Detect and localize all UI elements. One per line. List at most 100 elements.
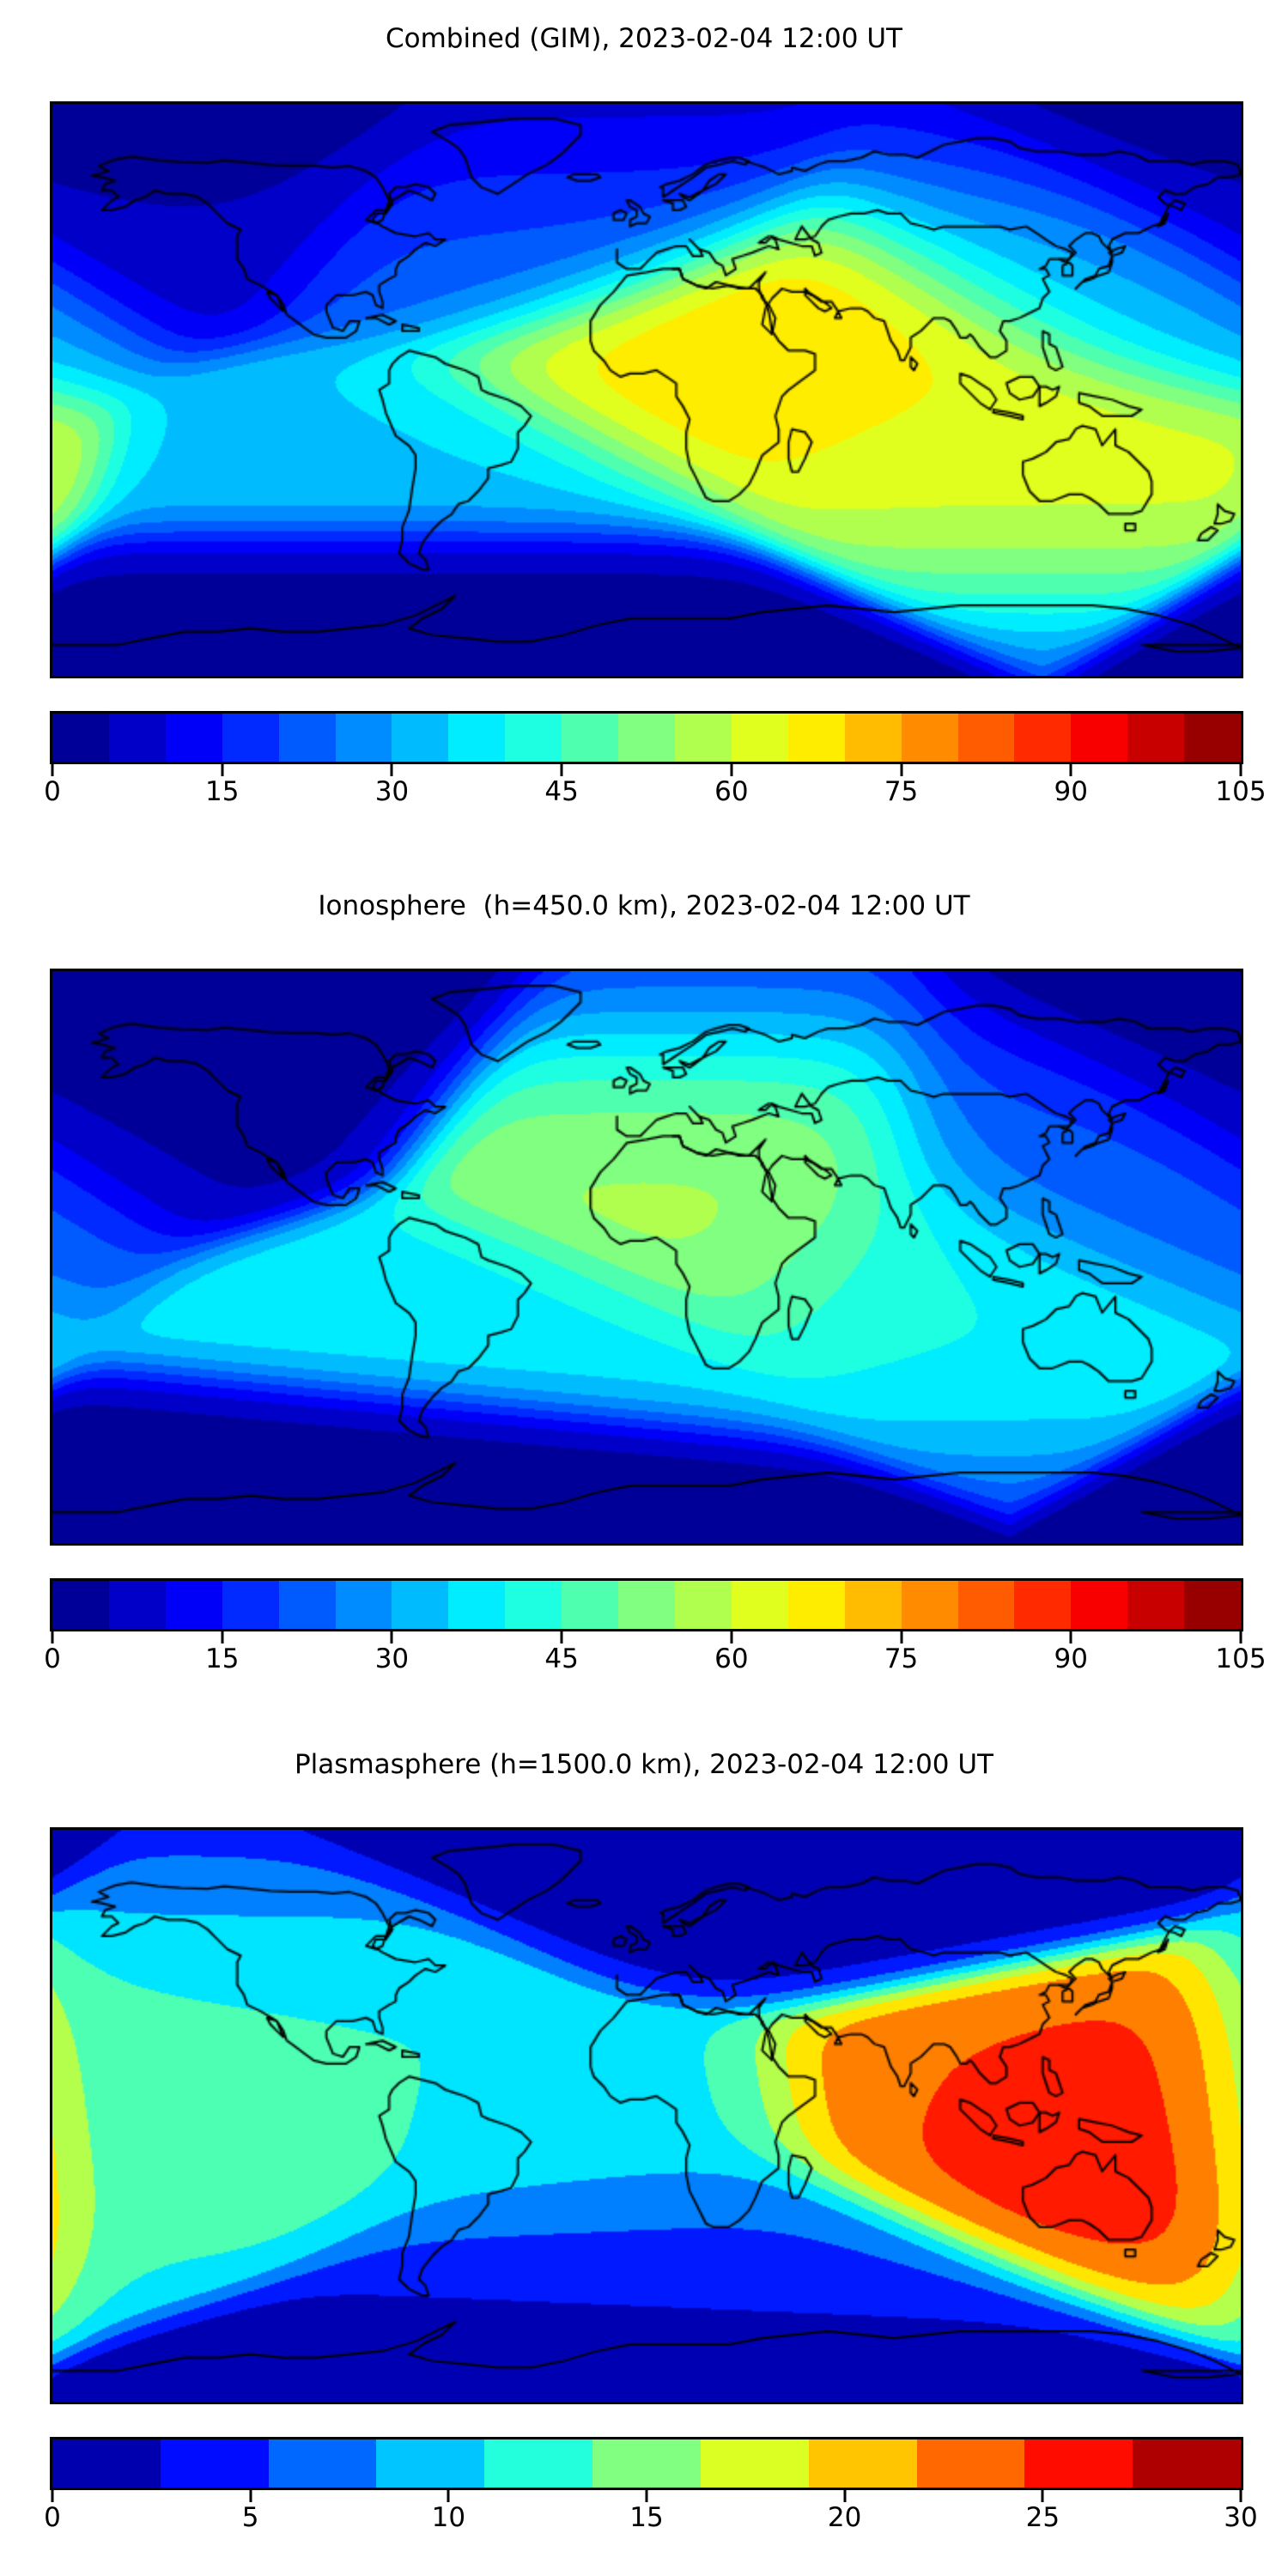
map-plasmasphere xyxy=(50,1827,1243,2404)
colorbar-tick xyxy=(390,764,393,776)
colorbar-segment xyxy=(222,1581,279,1629)
colorbar-segment xyxy=(1071,1581,1128,1629)
colorbar-tick xyxy=(1069,764,1072,776)
colorbar-tick xyxy=(249,2490,252,2502)
colorbar-labels-ionosphere: 0 15 30 45 60 75 90 105 xyxy=(44,1643,1266,1681)
colorbar-tick-label: 105 xyxy=(1215,1643,1267,1674)
colorbar-tick-label: 15 xyxy=(629,2502,664,2533)
colorbar-segment xyxy=(1184,714,1242,762)
colorbar-tick-label: 75 xyxy=(884,1643,919,1674)
colorbar-segment xyxy=(731,1581,788,1629)
colorbar-segment xyxy=(1184,1581,1242,1629)
colorbar-segment xyxy=(1071,714,1128,762)
colorbar-tick-label: 30 xyxy=(374,1643,410,1674)
colorbar-tick xyxy=(51,1631,54,1643)
colorbar-strip-ionosphere xyxy=(50,1578,1243,1631)
colorbar-tick-label: 0 xyxy=(44,776,61,807)
colorbar-tick-label: 5 xyxy=(241,2502,259,2533)
panel-combined: Combined (GIM), 2023-02-04 12:00 UT 0 15 3… xyxy=(0,0,1288,867)
colorbar-tick xyxy=(1239,2490,1242,2502)
colorbar-tick xyxy=(221,764,224,776)
colorbar-tick-label: 60 xyxy=(714,1643,749,1674)
map-combined xyxy=(50,101,1243,678)
colorbar-segment xyxy=(448,1581,506,1629)
colorbar-segment xyxy=(52,714,109,762)
colorbar-segment xyxy=(165,714,222,762)
colorbar-tick xyxy=(730,1631,733,1643)
colorbar-tick-label: 15 xyxy=(204,1643,240,1674)
colorbar-plasmasphere: 0 5 10 15 20 25 30 xyxy=(44,2437,1258,2540)
colorbar-segment xyxy=(108,1581,166,1629)
colorbar-tick xyxy=(900,1631,903,1643)
colorbar-segment xyxy=(916,2439,1025,2488)
colorbar-ticks-plasmasphere xyxy=(50,2490,1243,2502)
colorbar-ticks-combined xyxy=(50,764,1243,776)
colorbar-segment xyxy=(618,1581,675,1629)
colorbar-tick xyxy=(560,1631,563,1643)
colorbar-segment xyxy=(278,1581,336,1629)
colorbar-tick xyxy=(447,2490,450,2502)
colorbar-segment xyxy=(1014,1581,1072,1629)
panel-plasmasphere: Plasmasphere (h=1500.0 km), 2023-02-04 1… xyxy=(0,1735,1288,2576)
colorbar-segment xyxy=(392,1581,449,1629)
colorbar-segment xyxy=(52,1581,109,1629)
colorbar-tick-label: 90 xyxy=(1054,776,1089,807)
colorbar-segment xyxy=(108,714,166,762)
colorbar-combined: 0 15 30 45 60 75 90 105 xyxy=(44,711,1267,814)
colorbar-segment xyxy=(335,1581,392,1629)
colorbar-segment xyxy=(1024,2439,1133,2488)
colorbar-tick-label: 25 xyxy=(1025,2502,1060,2533)
colorbar-tick xyxy=(1239,1631,1242,1643)
colorbar-tick-label: 45 xyxy=(544,1643,579,1674)
colorbar-segment xyxy=(376,2439,485,2488)
colorbar-segment xyxy=(957,714,1015,762)
colorbar-tick xyxy=(900,764,903,776)
colorbar-tick xyxy=(51,764,54,776)
colorbar-segment xyxy=(52,2439,161,2488)
map-canvas-ionosphere xyxy=(52,971,1241,1543)
colorbar-segment xyxy=(1127,714,1185,762)
panel-ionosphere: Ionosphere (h=450.0 km), 2023-02-04 12:0… xyxy=(0,867,1288,1735)
colorbar-tick xyxy=(221,1631,224,1643)
colorbar-segment xyxy=(1127,1581,1185,1629)
colorbar-segment xyxy=(165,1581,222,1629)
colorbar-segment xyxy=(787,1581,845,1629)
colorbar-segment xyxy=(700,2439,809,2488)
colorbar-tick-label: 15 xyxy=(204,776,240,807)
colorbar-segment xyxy=(562,714,619,762)
colorbar-tick xyxy=(1239,764,1242,776)
colorbar-tick-label: 30 xyxy=(374,776,410,807)
colorbar-segment xyxy=(505,1581,562,1629)
panel-title-plasmasphere: Plasmasphere (h=1500.0 km), 2023-02-04 1… xyxy=(294,1749,993,1780)
colorbar-segment xyxy=(1133,2439,1241,2488)
colorbar-segment xyxy=(392,714,449,762)
colorbar-tick-label: 45 xyxy=(544,776,579,807)
colorbar-segment xyxy=(844,1581,902,1629)
map-ionosphere xyxy=(50,969,1243,1546)
colorbar-tick-label: 60 xyxy=(714,776,749,807)
colorbar-strip-plasmasphere xyxy=(50,2437,1243,2490)
colorbar-tick xyxy=(730,764,733,776)
colorbar-tick-label: 10 xyxy=(431,2502,466,2533)
colorbar-segment xyxy=(731,714,788,762)
colorbar-labels-combined: 0 15 30 45 60 75 90 105 xyxy=(44,776,1266,814)
colorbar-segment xyxy=(901,1581,958,1629)
colorbar-segment xyxy=(160,2439,269,2488)
colorbar-segment xyxy=(222,714,279,762)
colorbar-segment xyxy=(592,2439,701,2488)
colorbar-labels-plasmasphere: 0 5 10 15 20 25 30 xyxy=(44,2502,1258,2540)
colorbar-tick xyxy=(560,764,563,776)
colorbar-segment xyxy=(268,2439,377,2488)
colorbar-segment xyxy=(562,1581,619,1629)
colorbar-segment xyxy=(901,714,958,762)
colorbar-strip-combined xyxy=(50,711,1243,764)
colorbar-tick-label: 105 xyxy=(1215,776,1267,807)
colorbar-segment xyxy=(1014,714,1072,762)
colorbar-segment xyxy=(448,714,506,762)
colorbar-segment xyxy=(844,714,902,762)
colorbar-tick-label: 30 xyxy=(1224,2502,1258,2533)
colorbar-segment xyxy=(484,2439,593,2488)
colorbar-tick-label: 20 xyxy=(827,2502,862,2533)
colorbar-tick-label: 90 xyxy=(1054,1643,1089,1674)
